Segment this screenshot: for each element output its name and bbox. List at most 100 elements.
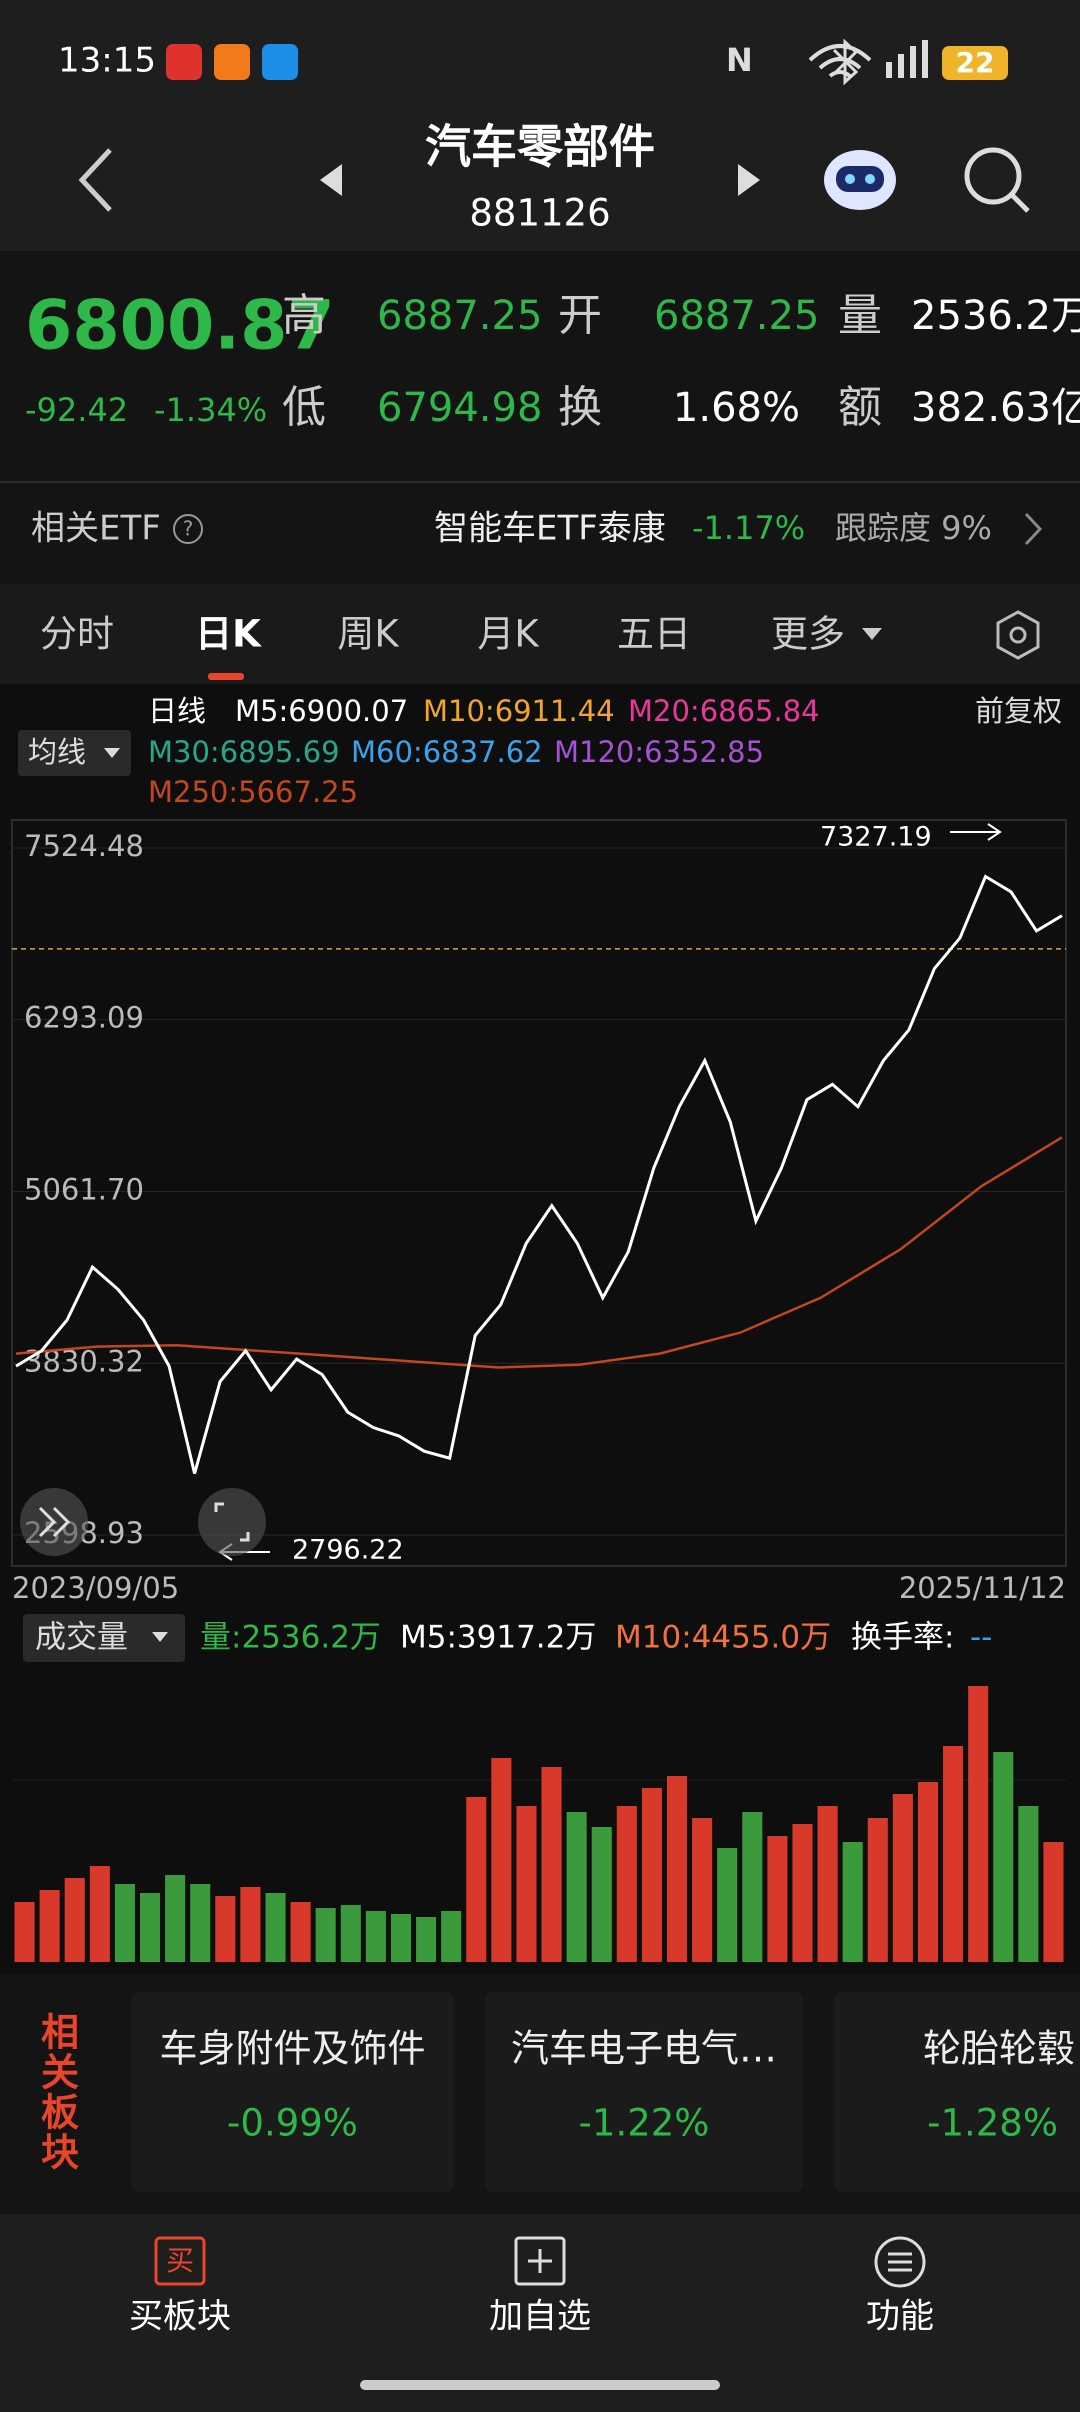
menu-icon: [874, 2236, 926, 2288]
volume-bar: [641, 1788, 662, 1962]
next-button[interactable]: [738, 164, 760, 196]
volume-bar: [39, 1890, 60, 1962]
related-list: 车身附件及饰件 -0.99% 汽车电子电气… -1.22% 轮胎轮毂 -1.28%: [131, 1992, 1080, 2192]
y-tick-label: 5061.70: [24, 1173, 144, 1207]
turnover-value: --: [970, 1620, 992, 1656]
fullscreen-button[interactable]: [198, 1488, 266, 1556]
nav-label[interactable]: 买板块: [129, 2297, 231, 2337]
help-icon-mark: ?: [183, 517, 194, 541]
ma-label: M20:6865.84: [628, 694, 820, 728]
volume-m10: M10:4455.0万: [615, 1620, 831, 1656]
signal-icon: [898, 54, 904, 78]
volume-bar: [993, 1752, 1014, 1962]
volume-bar: [717, 1848, 738, 1962]
tabs-bg: [0, 584, 1080, 684]
turnover-label: 换手率:: [851, 1620, 954, 1656]
ma-label: M5:6900.07: [235, 694, 408, 728]
end-date: 2025/11/12: [899, 1571, 1066, 1605]
volume-bar: [817, 1806, 838, 1962]
tab[interactable]: 五日: [617, 613, 691, 656]
y-tick-label: 7524.48: [24, 829, 144, 863]
tabs: 分时 日K 周K 月K 五日 更多: [40, 613, 882, 680]
prev-button[interactable]: [320, 164, 342, 196]
tab[interactable]: 分时: [40, 613, 114, 656]
etf-arrow[interactable]: [1024, 512, 1043, 546]
volume-bar: [165, 1875, 186, 1962]
price-change: -92.42: [25, 391, 128, 429]
volume-selector: 成交量: [35, 1620, 128, 1656]
volume-bar: [666, 1776, 688, 1962]
kline-period: 日线: [148, 694, 206, 728]
volume-bar: [917, 1782, 939, 1962]
dropdown-icon: [152, 1632, 168, 1642]
sector-change: -0.99%: [227, 2102, 358, 2145]
home-indicator: [360, 2380, 720, 2390]
etf-label: 相关ETF: [31, 509, 161, 549]
nav-bg: [0, 2214, 1080, 2412]
etf-change: -1.17%: [692, 509, 805, 547]
volume-bar: [1018, 1806, 1039, 1962]
tab[interactable]: 日K: [195, 613, 262, 656]
field-label: 额: [838, 382, 882, 433]
volume-bar: [390, 1914, 412, 1962]
volume-selector-box[interactable]: [23, 1614, 185, 1662]
add-icon: [514, 2236, 566, 2286]
tab[interactable]: 月K: [477, 613, 540, 656]
field-value: 382.63亿: [911, 385, 1080, 431]
ma-label: M120:6352.85: [554, 735, 764, 769]
ma-selector-box[interactable]: [18, 730, 131, 776]
volume-bar: [692, 1818, 713, 1962]
volume-bar: [89, 1866, 110, 1962]
signal-icon: [910, 46, 916, 78]
field-label: 开: [558, 290, 602, 341]
volume-bar: [416, 1917, 437, 1962]
app-icon: [262, 44, 298, 80]
field-value: 6887.25: [654, 293, 819, 339]
start-date: 2023/09/05: [12, 1571, 179, 1605]
volume-bar: [315, 1908, 336, 1962]
settings-icon[interactable]: [996, 610, 1040, 660]
volume-bar: [842, 1842, 863, 1962]
volume-bar: [265, 1893, 286, 1962]
volume-bar: [215, 1896, 236, 1962]
search-icon[interactable]: [964, 147, 1022, 205]
signal-icon: [922, 40, 928, 78]
volume-chart: [12, 1686, 1066, 1962]
sector-card[interactable]: [834, 1992, 1080, 2192]
app-icon: [214, 44, 250, 80]
back-button[interactable]: [78, 148, 112, 212]
header-bg: [0, 0, 1080, 251]
kline-adjust[interactable]: 前复权: [975, 694, 1062, 728]
expand-icon: [38, 1506, 71, 1538]
field-label: 低: [282, 382, 326, 433]
settings-icon-center: [1009, 626, 1027, 644]
assistant-eye: [865, 174, 875, 184]
sector-change: -1.22%: [579, 2102, 710, 2145]
sector-card[interactable]: [131, 1992, 454, 2192]
max-arrow: [950, 823, 1002, 841]
volume-bar: [466, 1797, 487, 1962]
price-line: [15, 874, 1063, 1474]
etf-name[interactable]: 智能车ETF泰康: [434, 509, 666, 549]
nav-label[interactable]: 加自选: [489, 2297, 591, 2337]
volume-bar: [190, 1884, 211, 1962]
volume-bar: [591, 1827, 612, 1962]
fullscreen-icon: [214, 1502, 250, 1542]
sector-name: 轮胎轮毂: [923, 2027, 1075, 2071]
help-icon[interactable]: [173, 514, 203, 544]
tab[interactable]: 更多: [771, 613, 845, 656]
status-time: 13:15: [58, 41, 156, 81]
sector-name: 车身附件及饰件: [159, 2027, 425, 2071]
price-change-pct: -1.34%: [154, 391, 267, 429]
assistant-face: [836, 166, 884, 192]
assistant-icon[interactable]: [824, 150, 896, 210]
etf-tracking: 跟踪度 9%: [835, 509, 992, 547]
sector-card[interactable]: [485, 1992, 803, 2192]
nav-label[interactable]: 功能: [866, 2297, 934, 2337]
tab[interactable]: 周K: [337, 613, 400, 656]
last-price: 6800.87: [25, 287, 335, 366]
field-value: 2536.2万: [911, 293, 1080, 339]
